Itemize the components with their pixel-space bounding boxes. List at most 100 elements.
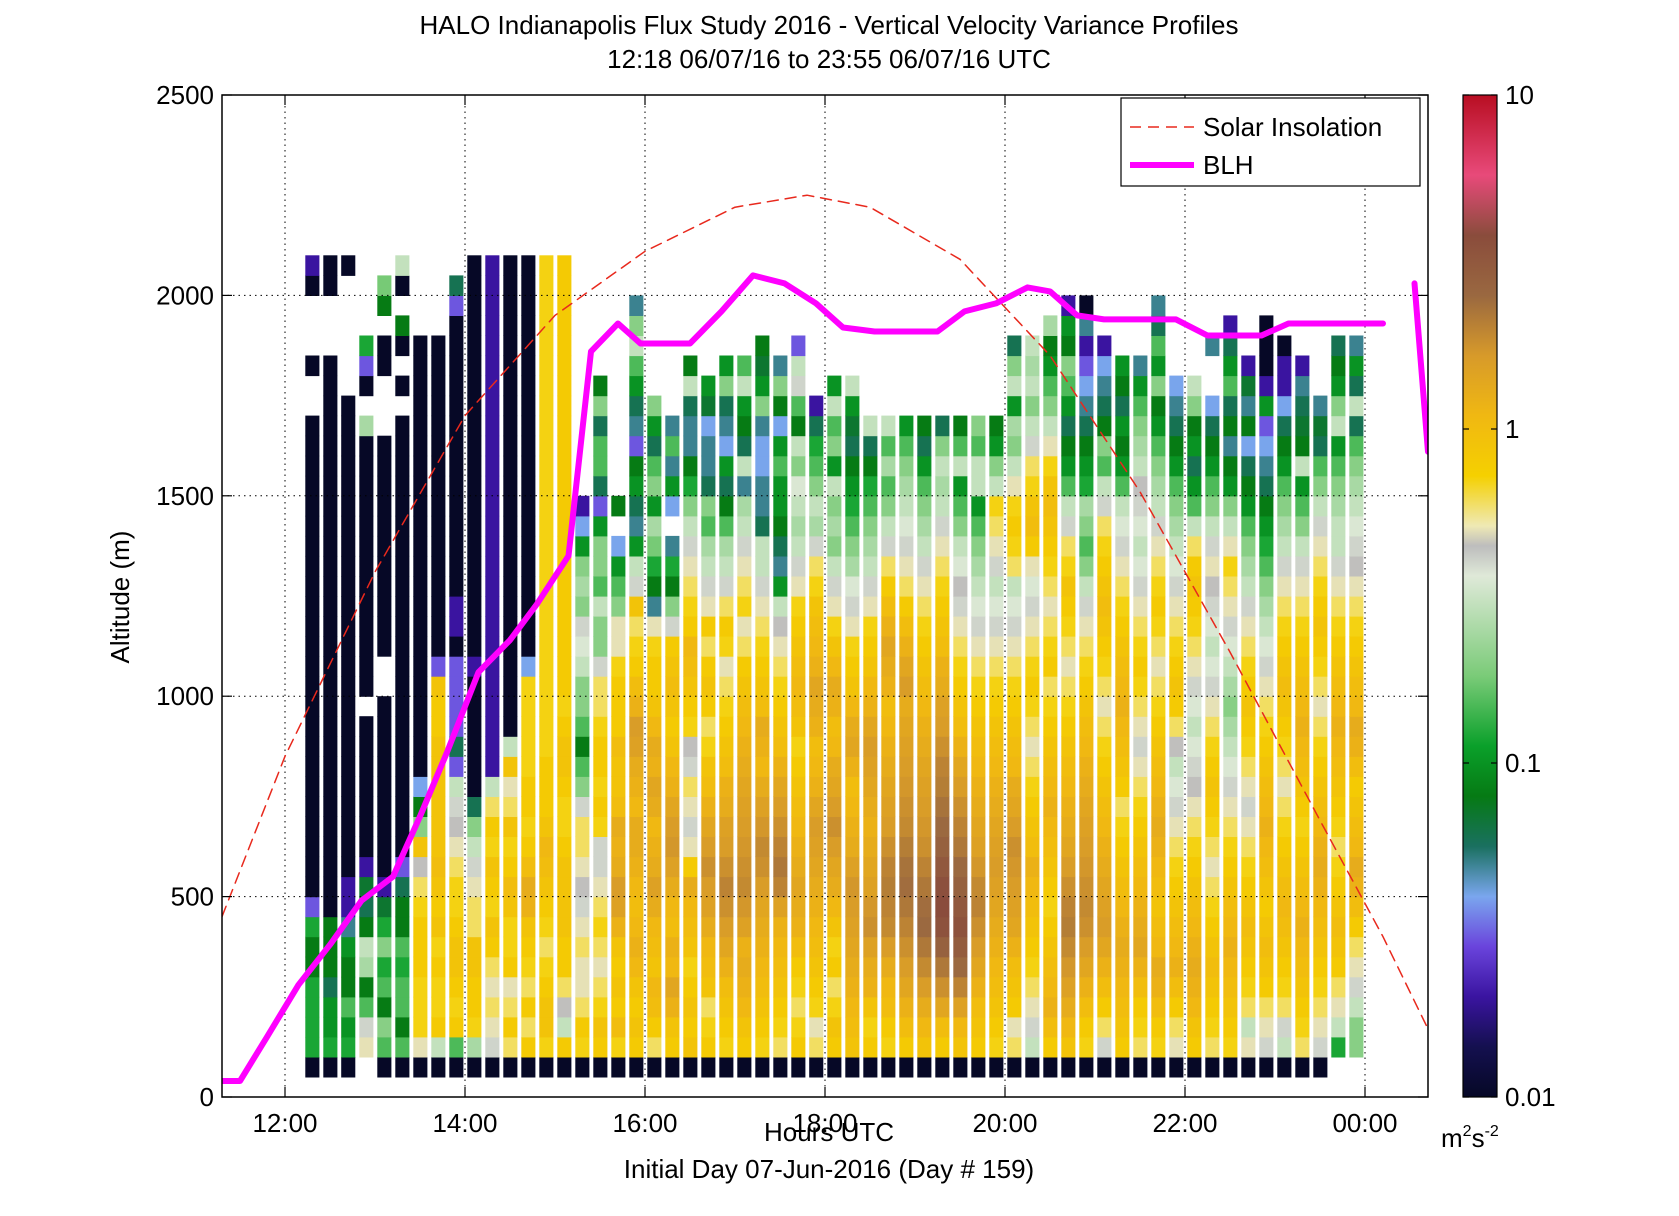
heatmap-cell — [1259, 776, 1274, 797]
heatmap-cell — [953, 656, 968, 677]
heatmap-cell — [449, 455, 464, 477]
y-tick-label: 500 — [171, 882, 214, 912]
heatmap-cell — [1277, 475, 1292, 497]
heatmap-cell — [845, 736, 860, 757]
heatmap-cell — [1061, 936, 1076, 958]
heatmap-cell — [1313, 555, 1328, 577]
heatmap-cell — [539, 936, 554, 958]
heatmap-cell — [773, 836, 788, 858]
heatmap-cell — [647, 616, 662, 637]
heatmap-cell — [845, 656, 860, 677]
heatmap-cell — [737, 1036, 752, 1058]
heatmap-cell — [1043, 596, 1058, 617]
heatmap-cell — [1313, 956, 1328, 978]
heatmap-cell — [773, 555, 788, 577]
heatmap-cell — [557, 976, 572, 998]
heatmap-cell — [611, 856, 626, 878]
heatmap-cell — [1151, 375, 1166, 397]
heatmap-cell — [503, 295, 518, 316]
heatmap-cell — [1295, 1056, 1310, 1078]
heatmap-cell — [1151, 816, 1166, 837]
heatmap-cell — [1007, 976, 1022, 998]
heatmap-cell — [629, 375, 644, 397]
heatmap-cell — [449, 776, 464, 797]
heatmap-cell — [611, 816, 626, 837]
heatmap-cell — [377, 596, 392, 617]
heatmap-cell — [665, 976, 680, 998]
heatmap-cell — [341, 515, 356, 537]
heatmap-cell — [935, 435, 950, 457]
heatmap-cell — [809, 435, 824, 457]
heatmap-cell — [1295, 816, 1310, 837]
heatmap-cell — [593, 676, 608, 697]
heatmap-cell — [1007, 876, 1022, 898]
heatmap-cell — [1007, 916, 1022, 938]
heatmap-cell — [863, 936, 878, 958]
heatmap-cell — [1259, 736, 1274, 757]
heatmap-cell — [1025, 475, 1040, 497]
heatmap-cell — [935, 495, 950, 517]
heatmap-cell — [1079, 856, 1094, 878]
heatmap-cell — [413, 956, 428, 978]
heatmap-cell — [935, 535, 950, 557]
heatmap-cell — [719, 976, 734, 998]
heatmap-cell — [1277, 555, 1292, 577]
heatmap-cell — [485, 415, 500, 437]
heatmap-cell — [629, 676, 644, 697]
heatmap-cell — [521, 1016, 536, 1038]
heatmap-cell — [773, 916, 788, 938]
heatmap-cell — [1331, 996, 1346, 1018]
heatmap-cell — [1061, 1016, 1076, 1038]
heatmap-cell — [899, 796, 914, 817]
heatmap-cell — [665, 475, 680, 497]
heatmap-cell — [665, 435, 680, 457]
heatmap-cell — [395, 1016, 410, 1038]
heatmap-cell — [1241, 596, 1256, 617]
heatmap-cell — [881, 495, 896, 517]
heatmap-cell — [323, 275, 338, 296]
heatmap-cell — [1205, 836, 1220, 858]
heatmap-cell — [341, 415, 356, 437]
heatmap-cell — [881, 736, 896, 757]
heatmap-cell — [485, 1056, 500, 1078]
heatmap-cell — [1025, 796, 1040, 817]
heatmap-cell — [1277, 495, 1292, 517]
heatmap-cell — [863, 555, 878, 577]
heatmap-cell — [737, 616, 752, 637]
heatmap-cell — [863, 916, 878, 938]
heatmap-cell — [737, 956, 752, 978]
heatmap-cell — [431, 796, 446, 817]
heatmap-cell — [359, 335, 374, 357]
heatmap-cell — [1079, 335, 1094, 357]
heatmap-cell — [521, 816, 536, 837]
heatmap-cell — [593, 816, 608, 837]
heatmap-cell — [1313, 976, 1328, 998]
heatmap-cell — [1187, 936, 1202, 958]
heatmap-cell — [1097, 756, 1112, 777]
heatmap-cell — [1187, 535, 1202, 557]
heatmap-cell — [737, 475, 752, 497]
heatmap-cell — [791, 596, 806, 617]
x-tick-label: 12:00 — [252, 1108, 317, 1138]
heatmap-cell — [359, 976, 374, 998]
heatmap-cell — [593, 796, 608, 817]
heatmap-cell — [1061, 475, 1076, 497]
heatmap-cell — [1331, 656, 1346, 677]
heatmap-cell — [1169, 1056, 1184, 1078]
heatmap-cell — [701, 896, 716, 918]
legend-label-blh: BLH — [1203, 150, 1254, 180]
heatmap-cell — [791, 435, 806, 457]
heatmap-cell — [395, 816, 410, 837]
heatmap-cell — [1007, 656, 1022, 677]
heatmap-cell — [395, 916, 410, 938]
heatmap-cell — [827, 495, 842, 517]
heatmap-cell — [1313, 776, 1328, 797]
heatmap-cell — [773, 535, 788, 557]
heatmap-cell — [521, 495, 536, 517]
heatmap-cell — [449, 756, 464, 777]
heatmap-cell — [971, 876, 986, 898]
heatmap-cell — [755, 415, 770, 437]
heatmap-cell — [809, 736, 824, 757]
heatmap-cell — [1187, 515, 1202, 537]
heatmap-cell — [953, 816, 968, 837]
